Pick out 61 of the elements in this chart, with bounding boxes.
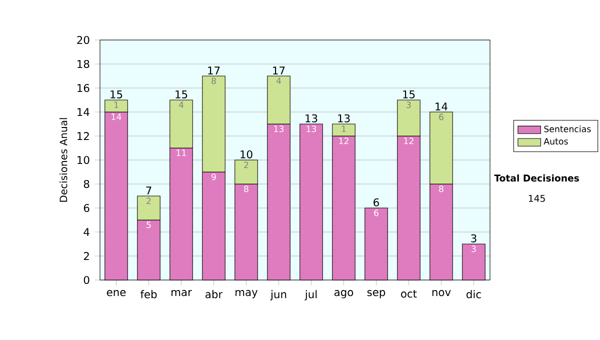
data-label: 5 <box>146 222 151 228</box>
x-tick-label: abr <box>206 290 223 298</box>
y-tick-label: 12 <box>78 132 89 140</box>
x-tick-label: dic <box>466 290 481 298</box>
y-tick-label: 4 <box>84 228 90 236</box>
data-label: 3 <box>406 102 411 108</box>
x-tick-label: sep <box>367 290 386 298</box>
text: Total Decisiones <box>494 174 579 182</box>
y-tick-label: 8 <box>84 180 90 188</box>
data-label: 13 <box>306 126 316 132</box>
data-label: 1 <box>114 102 118 108</box>
total-label: 7 <box>146 186 152 194</box>
total-label: 10 <box>240 150 252 158</box>
data-label: 6 <box>439 114 444 120</box>
data-label: 8 <box>439 186 444 192</box>
x-tick-label: feb <box>140 290 157 298</box>
total-label: 6 <box>374 198 379 206</box>
x-tick-label: oct <box>401 290 417 298</box>
data-label: 12 <box>339 138 348 144</box>
data-label: 4 <box>276 78 282 84</box>
data-label: 12 <box>404 138 414 144</box>
y-tick-label: 20 <box>77 36 90 44</box>
data-label: 14 <box>112 114 122 120</box>
data-label: 1 <box>342 126 346 132</box>
y-axis-title: Decisiones Anual <box>60 118 68 202</box>
y-tick-label: 14 <box>78 108 90 116</box>
data-label: 13 <box>274 126 284 132</box>
x-tick-label: jun <box>270 290 286 300</box>
data-label: 11 <box>176 150 186 156</box>
total-label: 15 <box>110 90 122 98</box>
text: 145 <box>528 194 545 202</box>
data-label: 9 <box>212 174 216 180</box>
data-label: 4 <box>178 102 184 108</box>
total-label: 3 <box>471 234 476 242</box>
y-tick-label: 2 <box>84 252 89 260</box>
total-label: 14 <box>436 102 448 110</box>
x-tick-label: nov <box>432 290 451 296</box>
total-label: 15 <box>403 90 415 98</box>
x-tick-label: jul <box>304 290 317 300</box>
data-label: 2 <box>146 198 151 204</box>
data-label: 3 <box>472 246 476 252</box>
x-tick-label: ago <box>334 290 354 298</box>
y-tick-label: 16 <box>78 84 90 92</box>
y-tick-label: 6 <box>84 204 90 212</box>
y-tick-label: 0 <box>84 276 90 284</box>
legend-label: Autos <box>544 138 568 145</box>
x-tick-label: ene <box>106 290 126 296</box>
data-label: 2 <box>244 162 248 168</box>
total-label: 15 <box>176 90 188 98</box>
y-tick-label: 10 <box>78 156 90 164</box>
total-label: 17 <box>208 66 220 74</box>
x-tick-label: mar <box>172 290 192 296</box>
x-tick-label: may <box>236 290 258 298</box>
total-label: 13 <box>338 114 350 122</box>
data-label: 8 <box>212 78 216 84</box>
data-label: 8 <box>244 186 248 192</box>
y-tick-label: 18 <box>78 60 90 68</box>
legend-label: Sentencias <box>544 126 591 132</box>
total-label: 17 <box>273 66 285 74</box>
data-label: 6 <box>374 210 378 216</box>
total-label: 13 <box>306 114 318 122</box>
